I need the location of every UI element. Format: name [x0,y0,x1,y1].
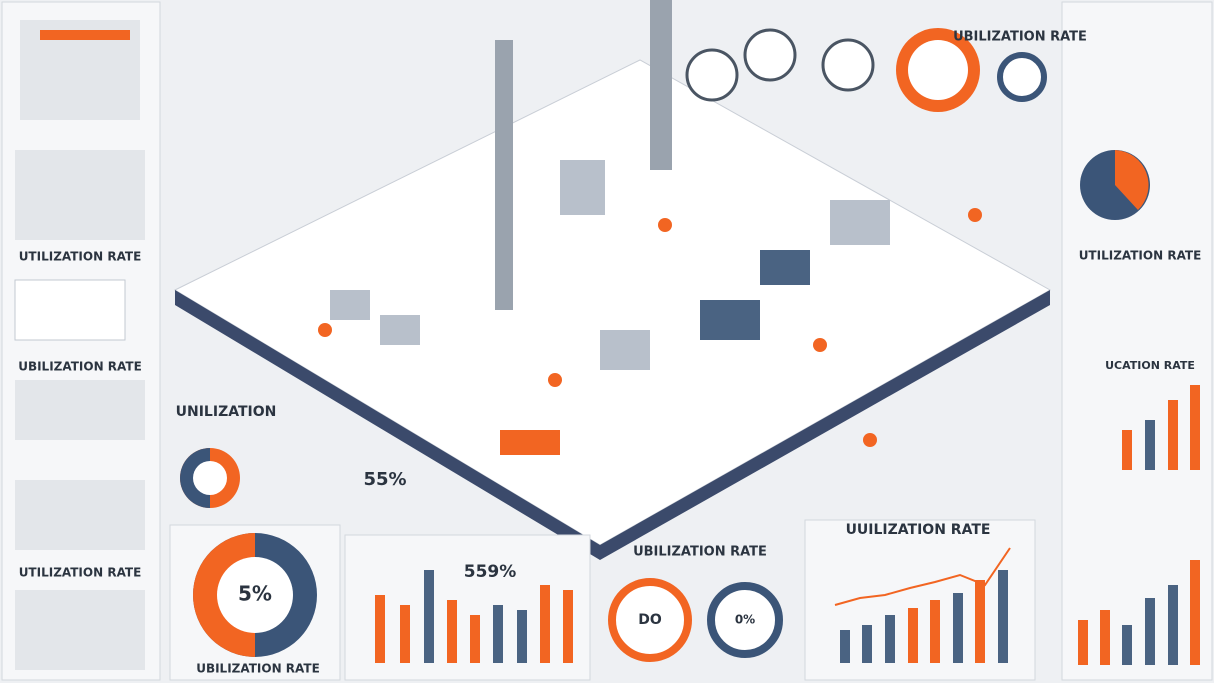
machines [330,160,890,455]
gauges [685,28,1047,112]
title: UBILIZATION RATE [953,30,1087,45]
gauge-label: 0% [735,613,755,627]
donut-label: 5% [238,582,272,606]
gauge-label: DO [638,612,662,628]
donut-hole [217,557,293,633]
chimney [650,0,672,170]
gauge [707,582,783,658]
workers [318,208,982,447]
percent: 55% [363,469,406,490]
percent: 559% [464,562,517,582]
chart-title: UUILIZATION RATE [846,522,991,538]
heading: UBILIZATION RATE [633,545,767,560]
label: UCATION RATE [1105,359,1195,372]
donut-hole [193,461,227,495]
bars [1078,385,1200,665]
gauge [608,578,692,662]
chimney [495,40,513,310]
pie-slice [1115,150,1149,210]
bars [834,547,1011,663]
label: UBILIZATION RATE [18,360,142,374]
label: UTILIZATION RATE [19,566,142,580]
bars [375,570,573,663]
left-icons [14,20,145,670]
right-panel [1061,1,1213,681]
floor-edge [175,290,600,560]
floor-edge [600,290,1050,560]
heading: UNILIZATION [176,404,277,420]
label: UTILIZATION RATE [19,250,142,264]
label: UTILIZATION RATE [1079,249,1202,263]
caption: UBILIZATION RATE [196,662,320,676]
